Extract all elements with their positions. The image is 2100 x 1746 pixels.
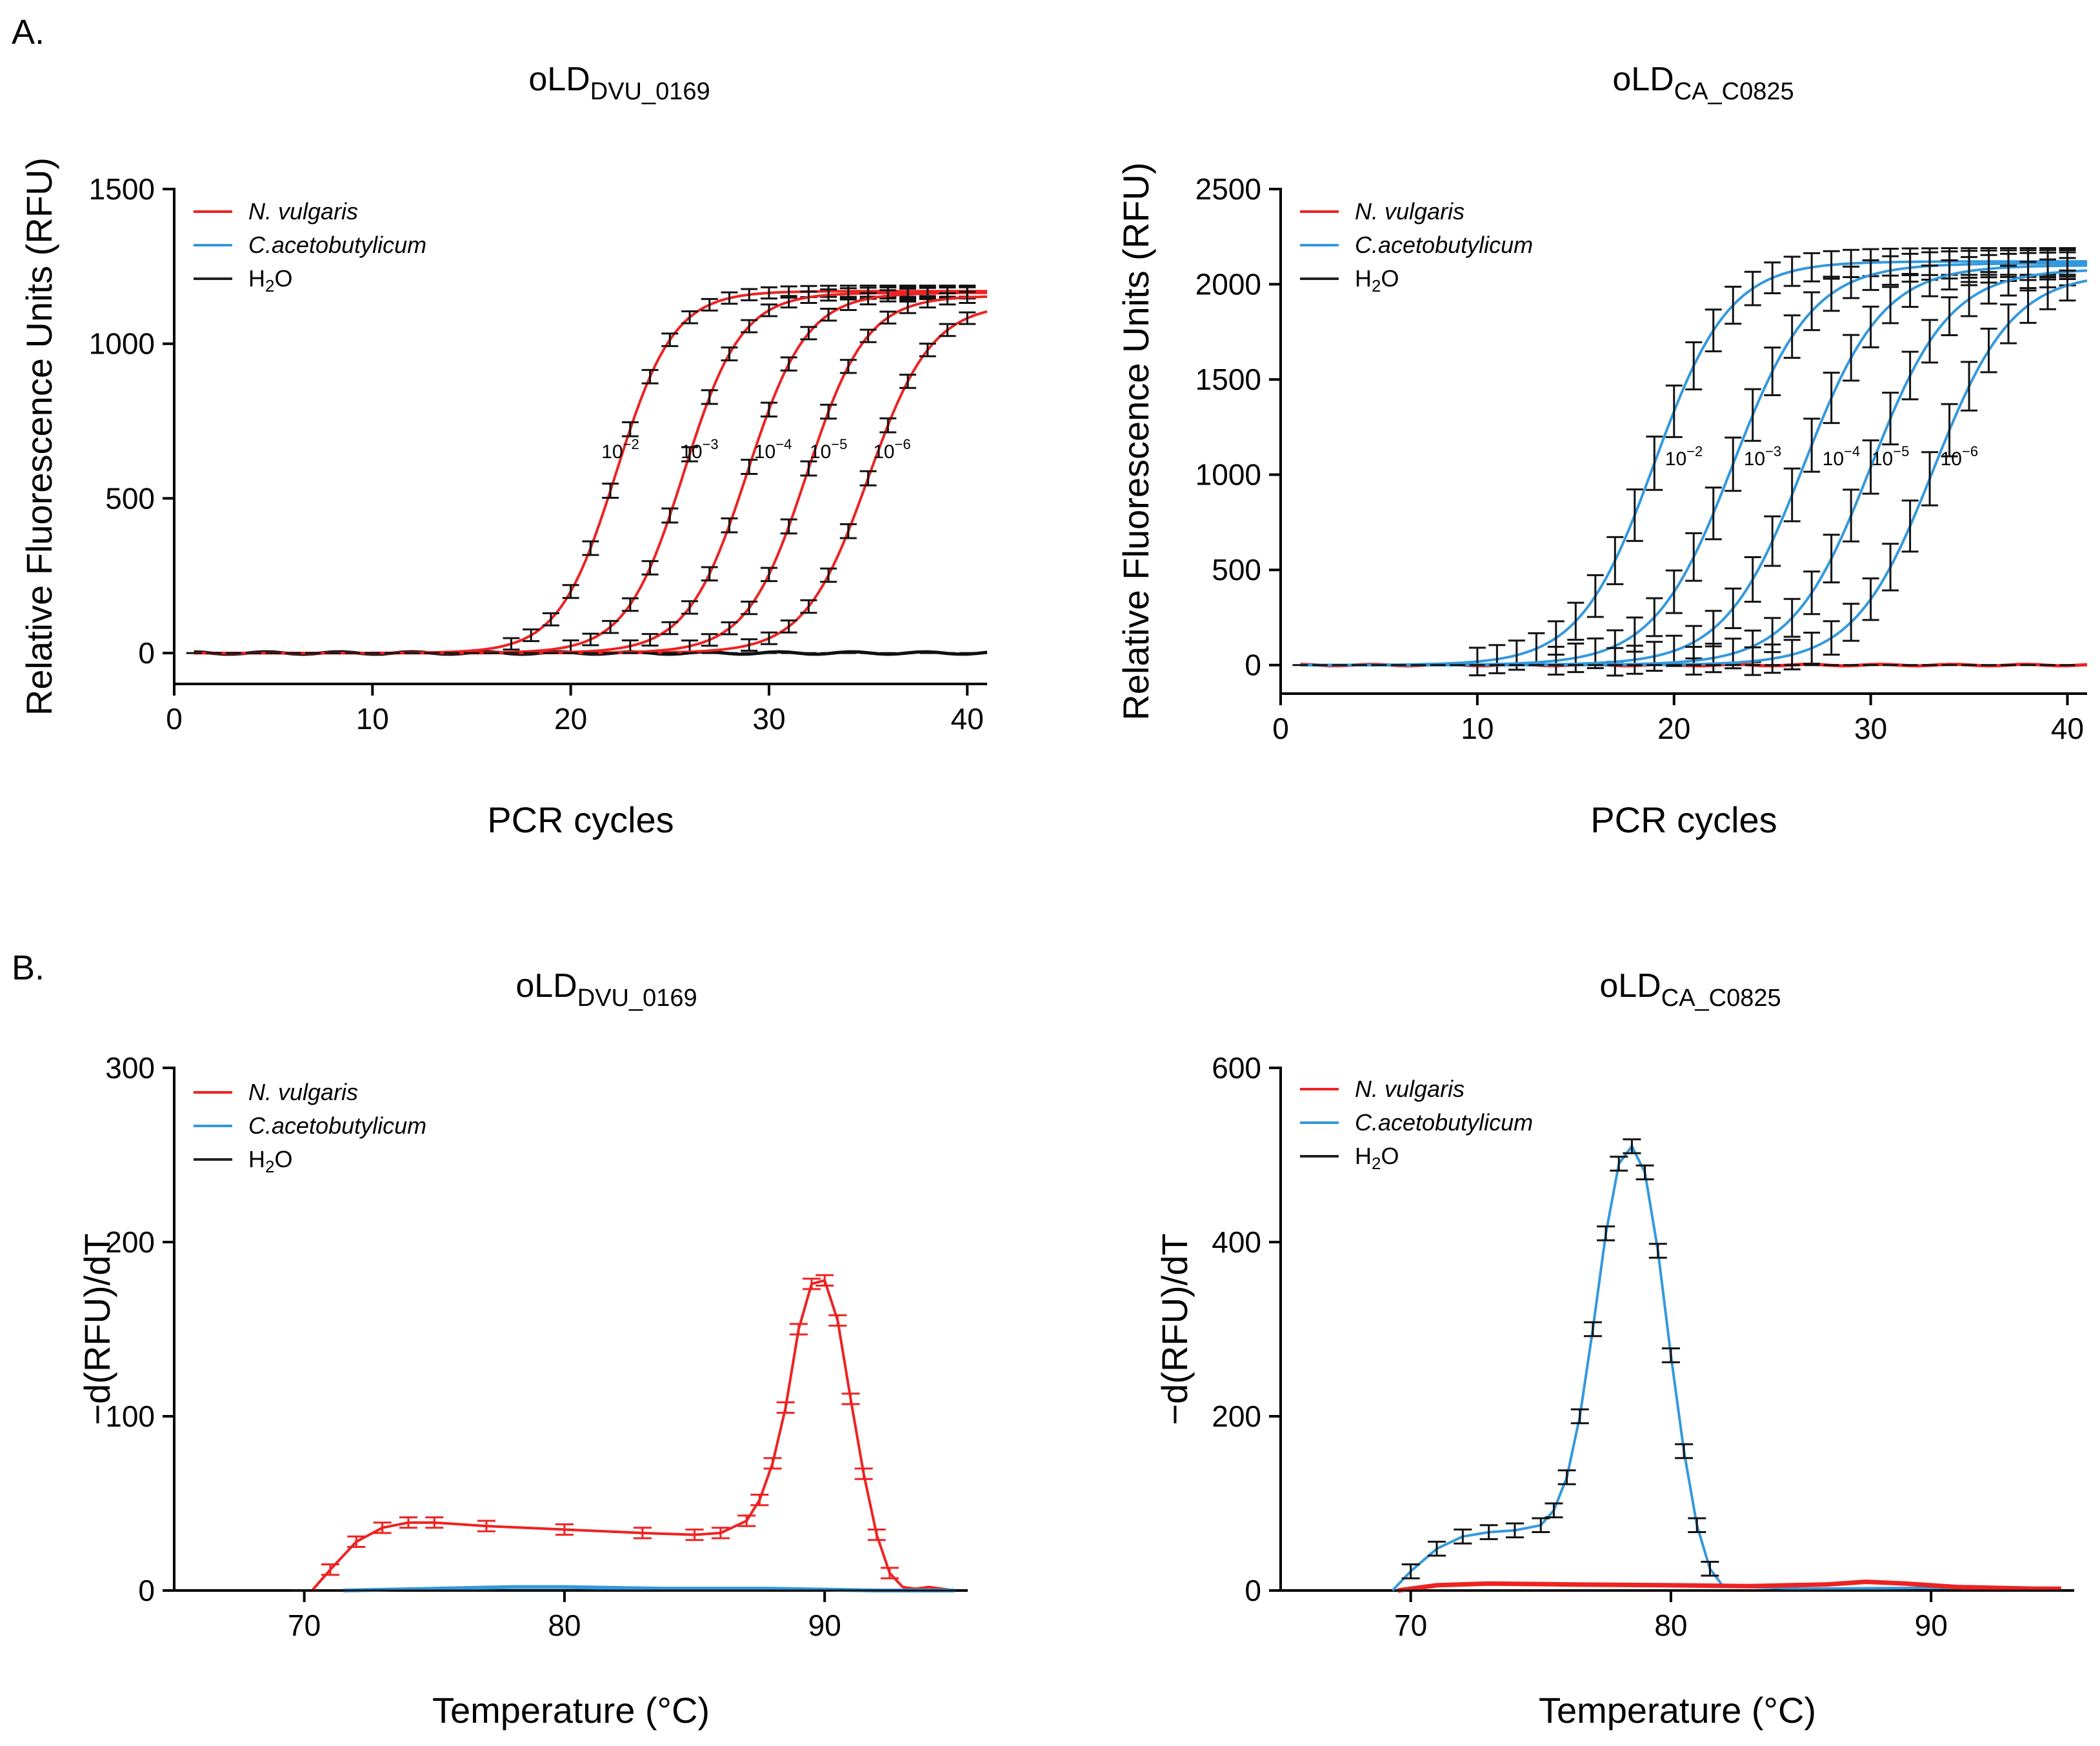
amplification-curve [1300, 269, 2088, 667]
dilution-label: 10−3 [681, 436, 718, 463]
chart-a-left: 0 500 1000 1500 0 10 20 30 40 oLDDVU_0169 PCR cycl… [19, 61, 988, 840]
dilution-label: 10−4 [1823, 443, 1860, 470]
legend-label: H2O [248, 265, 292, 296]
y-tick-label: 0 [138, 636, 155, 670]
y-tick-label: 1000 [89, 327, 155, 361]
dilution-label: 10−6 [1941, 443, 1978, 470]
x-axis-label: PCR cycles [1590, 799, 1777, 840]
panel-a-label: A. [12, 13, 45, 52]
chart-title: oLDDVU_0169 [515, 967, 697, 1012]
legend-label: C.acetobutylicum [1355, 1109, 1533, 1136]
x-tick-label: 30 [752, 702, 785, 736]
legend-label: H2O [1355, 1143, 1399, 1173]
x-tick-label: 30 [1854, 712, 1887, 745]
chart-a-right: 0 500 1000 1500 2000 2500 0 10 20 30 40 oLDCA_C0825… [1115, 61, 2088, 840]
panel-b-label: B. [12, 948, 45, 987]
chart-title: oLDCA_C0825 [1599, 967, 1781, 1012]
legend-label: H2O [1355, 265, 1399, 296]
y-tick-label: 0 [138, 1574, 155, 1607]
legend-label: C.acetobutylicum [1355, 232, 1533, 258]
legend-label: N. vulgaris [1355, 1076, 1465, 1102]
x-tick-label: 40 [2051, 712, 2084, 745]
amplification-curve [1300, 279, 2088, 667]
y-tick-label: 1500 [1195, 363, 1261, 396]
amplification-curve [1300, 264, 2088, 667]
legend-label: N. vulgaris [248, 198, 358, 225]
dilution-label: 10−5 [810, 436, 847, 463]
y-axis-label: Relative Fluorescence Units (RFU) [19, 157, 59, 716]
x-axis-label: Temperature (°C) [432, 1690, 710, 1731]
x-axis-label: Temperature (°C) [1539, 1690, 1816, 1731]
x-tick-label: 0 [1272, 712, 1289, 745]
y-tick-label: 100 [105, 1400, 155, 1433]
amplification-curve [1300, 262, 2087, 667]
x-tick-label: 10 [1461, 712, 1494, 745]
chart-title: oLDCA_C0825 [1612, 61, 1794, 105]
legend-label: N. vulgaris [248, 1079, 358, 1105]
x-tick-label: 80 [1654, 1609, 1687, 1642]
y-axis-label: Relative Fluorescence Units (RFU) [1115, 162, 1156, 720]
x-axis-label: PCR cycles [487, 799, 674, 840]
y-tick-label: 300 [105, 1051, 155, 1085]
x-tick-label: 90 [1915, 1609, 1948, 1642]
legend-label: N. vulgaris [1355, 198, 1465, 225]
y-tick-label: 200 [1212, 1400, 1261, 1433]
dilution-label: 10−4 [754, 436, 792, 463]
x-tick-label: 20 [554, 702, 587, 736]
y-tick-label: 2500 [1195, 172, 1261, 206]
x-tick-label: 90 [808, 1609, 841, 1642]
y-tick-label: 0 [1245, 1574, 1261, 1607]
y-tick-label: 500 [105, 481, 155, 515]
dilution-label: 10−2 [1665, 443, 1703, 470]
y-tick-label: 200 [105, 1225, 155, 1259]
y-tick-label: 2000 [1195, 268, 1261, 301]
x-tick-label: 40 [951, 702, 984, 736]
y-tick-label: 1500 [89, 172, 155, 206]
legend-label: C.acetobutylicum [248, 232, 426, 258]
dilution-label: 10−3 [1744, 443, 1781, 470]
x-tick-label: 80 [548, 1609, 581, 1642]
y-tick-label: 400 [1212, 1225, 1261, 1259]
dilution-label: 10−2 [601, 436, 639, 463]
x-tick-label: 10 [356, 702, 389, 736]
y-axis-label: −d(RFU)/dT [1154, 1233, 1195, 1425]
melt-curve [311, 1279, 955, 1592]
melt-curve [1397, 1580, 2061, 1593]
y-tick-label: 500 [1212, 553, 1261, 587]
y-tick-label: 0 [1245, 648, 1261, 682]
chart-b-right: 0 200 400 600 70 80 90 oLDCA_C0825 Temperature (… [1154, 967, 2074, 1731]
x-tick-label: 0 [166, 702, 183, 736]
legend-label: C.acetobutylicum [248, 1112, 426, 1139]
dilution-label: 10−5 [1872, 443, 1909, 470]
y-axis-label: −d(RFU)/dT [77, 1233, 117, 1425]
y-tick-label: 1000 [1195, 458, 1261, 492]
y-tick-label: 600 [1212, 1051, 1261, 1085]
amplification-curve [1300, 260, 2087, 667]
x-tick-label: 70 [1394, 1609, 1427, 1642]
dilution-label: 10−6 [873, 436, 910, 463]
chart-title: oLDDVU_0169 [528, 61, 710, 105]
x-tick-label: 20 [1657, 712, 1690, 745]
melt-curve [1391, 1145, 2061, 1592]
x-tick-label: 70 [288, 1609, 321, 1642]
chart-b-left: 0 100 200 300 70 80 90 oLDDVU_0169 Temperature (… [77, 967, 968, 1731]
legend-label: H2O [248, 1146, 292, 1176]
